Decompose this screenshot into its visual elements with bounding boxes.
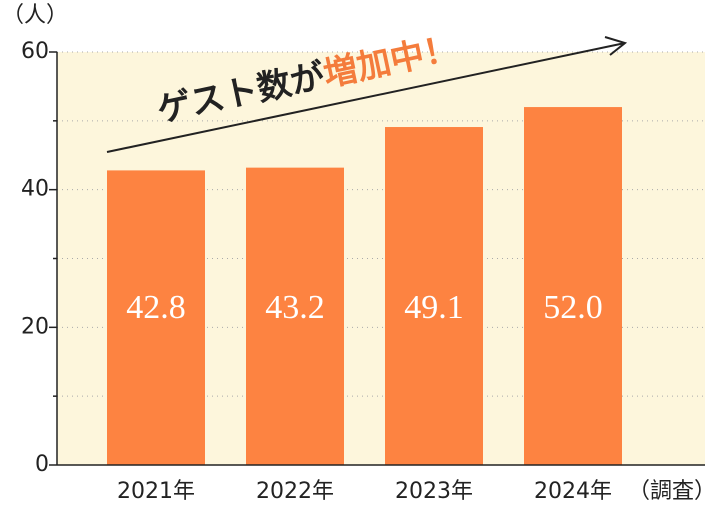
value-label: 42.8 (126, 289, 186, 326)
bar (524, 107, 622, 466)
x-tick-label: 2021年 (117, 479, 195, 504)
y-tick-label: 0 (35, 452, 49, 477)
bar (107, 170, 205, 466)
value-label: 43.2 (265, 289, 325, 326)
x-tick-label: 2023年 (395, 479, 473, 504)
y-tick-label: 20 (21, 314, 49, 339)
arrow-head (604, 36, 628, 56)
bar (246, 167, 344, 465)
bar (385, 127, 483, 466)
x-note: （調査） (628, 479, 716, 504)
x-tick-label: 2024年 (534, 479, 612, 504)
value-label: 49.1 (404, 289, 464, 326)
value-label: 52.0 (543, 289, 603, 326)
x-tick-label: 2022年 (256, 479, 334, 504)
arrow-line (106, 42, 626, 153)
y-tick-label: 60 (21, 39, 49, 64)
y-unit: （人） (2, 3, 68, 28)
y-tick-label: 40 (21, 177, 49, 202)
